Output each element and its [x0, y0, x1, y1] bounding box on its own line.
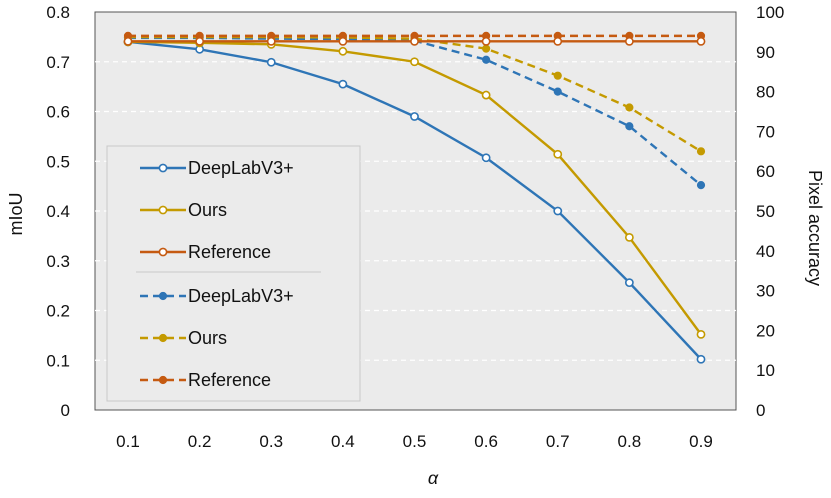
data-point [553, 71, 562, 80]
data-point [696, 354, 706, 364]
data-point [553, 206, 563, 216]
y2-tick-label: 70 [756, 122, 775, 141]
data-point [696, 36, 706, 46]
data-point [410, 57, 419, 67]
legend-box [106, 145, 361, 402]
data-point [195, 36, 205, 46]
x-tick-label: 0.8 [618, 432, 642, 451]
data-point [338, 46, 348, 56]
data-point [696, 181, 706, 190]
y2-tick-label: 50 [756, 202, 775, 221]
data-point [266, 36, 276, 46]
x-tick-label: 0.1 [116, 432, 140, 451]
x-tick-label: 0.2 [188, 432, 212, 451]
data-point [553, 36, 563, 46]
legend-label: Ours [188, 328, 227, 348]
legend-label: Reference [188, 242, 271, 262]
legend-label: Ours [188, 200, 227, 220]
y2-tick-label: 0 [756, 401, 765, 420]
left-y-axis: 0 0.1 0.2 0.3 0.4 0.5 0.6 0.7 0.8 [46, 3, 70, 420]
y-axis-title: mIoU [6, 192, 26, 235]
y-tick-label: 0.6 [46, 103, 70, 122]
data-point [625, 103, 634, 112]
series-reference-left [123, 36, 706, 46]
data-point [123, 36, 133, 46]
x-tick-label: 0.7 [546, 432, 570, 451]
y-tick-label: 0.3 [46, 252, 70, 271]
data-point [266, 57, 276, 67]
data-point [624, 36, 634, 46]
data-point [553, 87, 562, 96]
y2-tick-label: 100 [756, 3, 784, 22]
y2-tick-label: 60 [756, 162, 775, 181]
x-tick-label: 0.5 [403, 432, 427, 451]
y-tick-label: 0.8 [46, 3, 70, 22]
legend-marker [158, 375, 168, 385]
data-point [625, 122, 634, 131]
y-tick-label: 0.1 [46, 351, 70, 370]
x-axis: 0.1 0.2 0.3 0.4 0.5 0.6 0.7 0.8 0.9 [116, 432, 713, 451]
right-y-axis: 0 10 20 30 40 50 60 70 80 90 100 [756, 3, 784, 420]
y-tick-label: 0 [61, 401, 70, 420]
data-point [338, 79, 348, 89]
data-point [481, 36, 491, 46]
data-point [481, 90, 491, 100]
y2-tick-label: 90 [756, 43, 775, 62]
x-tick-label: 0.3 [259, 432, 283, 451]
data-point [553, 149, 563, 159]
data-point [482, 55, 491, 64]
data-point [410, 112, 419, 121]
y2-tick-label: 10 [756, 361, 775, 380]
data-point [481, 153, 491, 163]
data-point [624, 232, 634, 242]
y-tick-label: 0.2 [46, 302, 70, 321]
data-point [696, 147, 706, 156]
legend-label: Reference [188, 370, 271, 390]
legend-marker [158, 291, 168, 301]
y2-tick-label: 80 [756, 83, 775, 102]
data-point [696, 329, 706, 339]
x-axis-title: α [428, 468, 439, 488]
y-tick-label: 0.7 [46, 53, 70, 72]
y2-tick-label: 20 [756, 321, 775, 340]
legend-marker [158, 247, 168, 257]
series-layer [123, 31, 706, 364]
y-tick-label: 0.5 [46, 152, 70, 171]
data-point [624, 278, 634, 288]
legend-label: DeepLabV3+ [188, 158, 294, 178]
data-point [410, 36, 419, 46]
x-tick-label: 0.6 [474, 432, 498, 451]
legend-marker [158, 333, 168, 343]
data-point [338, 36, 348, 46]
legend-marker [158, 163, 168, 173]
y2-tick-label: 30 [756, 282, 775, 301]
x-tick-label: 0.9 [689, 432, 713, 451]
y2-axis-title: Pixel accuracy [805, 170, 825, 286]
y2-tick-label: 40 [756, 242, 775, 261]
data-point [482, 44, 491, 53]
x-tick-label: 0.4 [331, 432, 355, 451]
legend-label: DeepLabV3+ [188, 286, 294, 306]
legend-marker [158, 205, 168, 215]
y-tick-label: 0.4 [46, 202, 70, 221]
legend: DeepLabV3+ Ours Reference DeepLabV3+ Ours Ref… [106, 145, 361, 402]
